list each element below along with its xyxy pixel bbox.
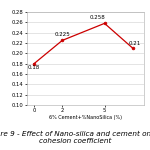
X-axis label: 6% Cement+%NanoSilica (%): 6% Cement+%NanoSilica (%) [49, 115, 122, 120]
Text: 0.258: 0.258 [90, 15, 105, 20]
Text: 0.18: 0.18 [27, 65, 39, 70]
Text: Figure 9 - Effect of Nano-silica and cement on soil
cohesion coefficient: Figure 9 - Effect of Nano-silica and cem… [0, 130, 150, 144]
Text: 0.21: 0.21 [129, 41, 141, 46]
Text: 0.225: 0.225 [54, 32, 70, 37]
